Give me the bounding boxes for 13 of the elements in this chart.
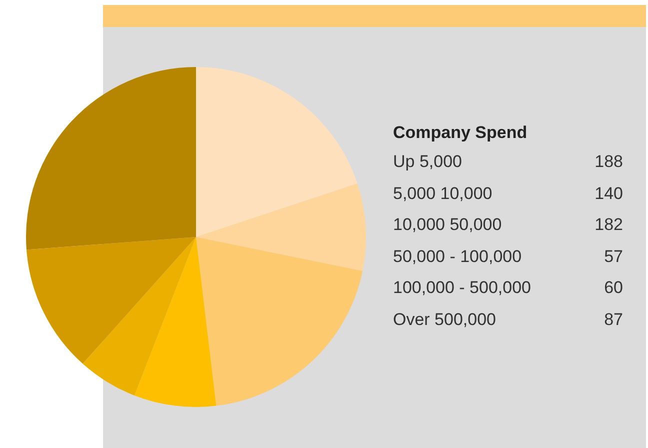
category-label: 5,000 10,000	[393, 184, 492, 204]
data-label: 57	[604, 246, 623, 268]
category-label: 50,000 - 100,000	[393, 246, 522, 268]
data-label: 188	[594, 152, 623, 173]
data-label: 60	[604, 278, 623, 299]
category-label: Up 5,000	[393, 152, 462, 173]
data-label: 182	[594, 215, 623, 236]
data-label: 87	[604, 310, 623, 330]
category-label: 100,000 - 500,000	[393, 278, 532, 299]
text: Company Spend	[393, 123, 528, 143]
data-label: 140	[594, 184, 623, 204]
category-label: Over 500,000	[393, 310, 496, 330]
category-label: 10,000 50,000	[393, 215, 502, 236]
